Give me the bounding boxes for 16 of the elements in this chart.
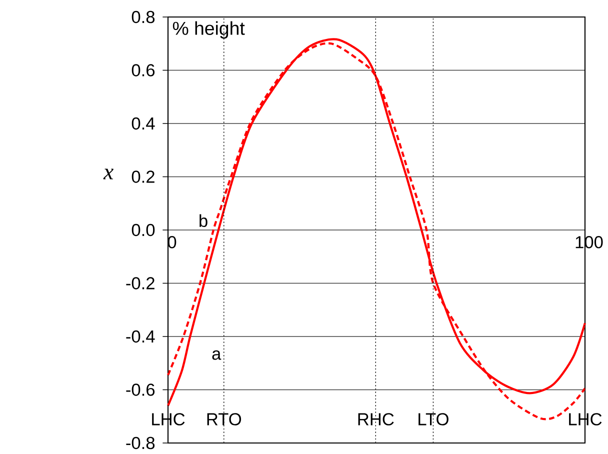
y-tick-label: -0.2 (126, 277, 154, 290)
ref-line-label: RTO (207, 413, 242, 426)
chart-title: % height (172, 21, 245, 39)
y-tick-label: 0.8 (132, 10, 155, 24)
y-tick-label: 0.4 (132, 117, 155, 130)
y-axis-title: x (103, 168, 114, 180)
y-tick-label: 0.0 (132, 224, 155, 236)
ref-line-label: LTO (418, 413, 448, 426)
ref-line-label: RHC (358, 413, 394, 426)
annotation: b (200, 214, 208, 228)
y-tick-label: -0.4 (126, 330, 155, 343)
y-tick-label: 0.2 (132, 170, 154, 183)
y-tick-label: 0.6 (132, 64, 155, 76)
annotation: a (212, 350, 222, 360)
y-tick-label: -0.6 (126, 384, 155, 396)
y-tick-label: -0.8 (126, 436, 155, 450)
